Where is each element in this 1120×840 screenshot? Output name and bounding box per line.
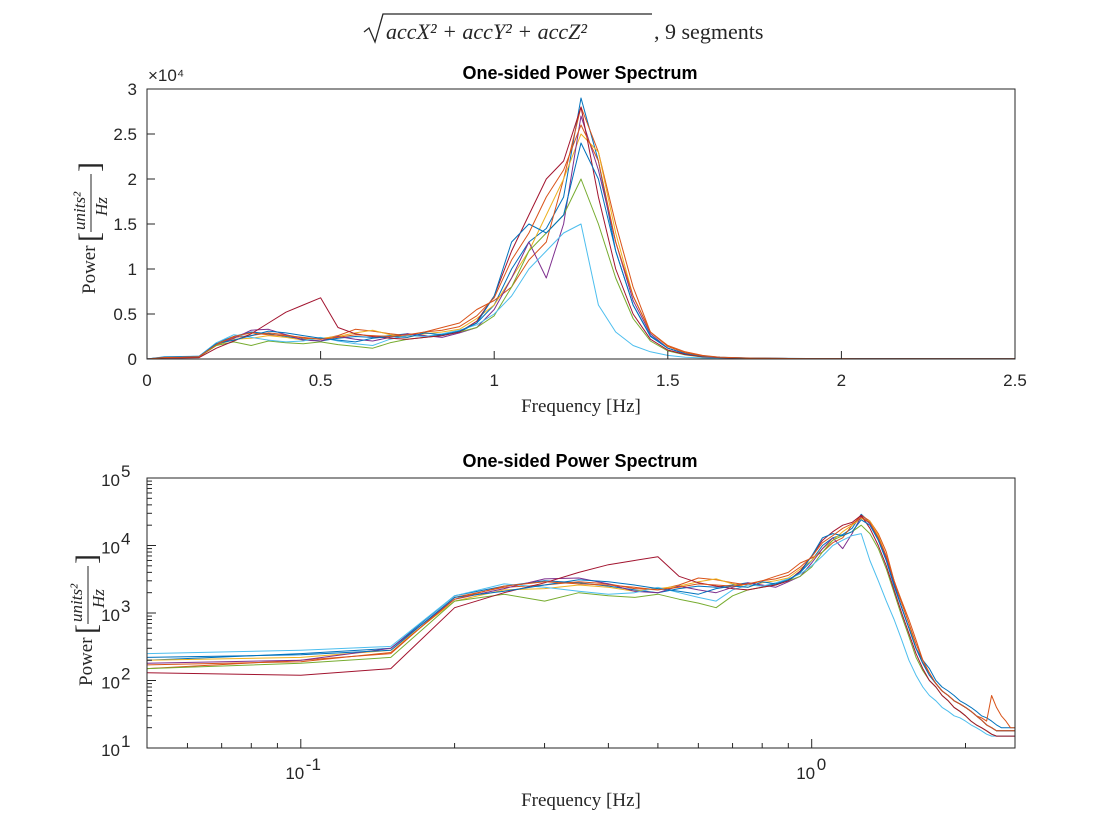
series-line-3	[146, 133, 1015, 360]
y-tick-label: 10	[101, 606, 120, 625]
top-y-exponent-label: ×10⁴	[148, 66, 184, 85]
y-tick-exponent: 2	[121, 665, 130, 684]
x-tick-label: 1.5	[656, 371, 680, 390]
y-tick-label: 2.5	[113, 125, 137, 144]
series-line-4	[146, 115, 1015, 360]
y-tick-label: 1	[128, 260, 137, 279]
x-tick-label: 2.5	[1003, 371, 1027, 390]
y-tick-label: 10	[101, 674, 120, 693]
y-tick-label: 3	[128, 80, 137, 99]
top-y-label-bracket-open: [	[73, 232, 106, 242]
top-y-label-bracket-close: ]	[73, 162, 106, 172]
y-tick-exponent: 1	[121, 732, 130, 751]
x-tick-label: 2	[837, 371, 846, 390]
y-tick-label: 10	[101, 539, 120, 558]
series-line-9	[146, 517, 1015, 732]
top-plot-area	[146, 97, 1015, 360]
sqrt-radical-icon	[363, 13, 652, 44]
top-y-axis-label: Power [ units² Hz ]	[70, 162, 111, 294]
y-tick-label: 10	[101, 471, 120, 490]
y-tick-exponent: 3	[121, 597, 130, 616]
top-subplot-title: One-sided Power Spectrum	[462, 63, 697, 83]
series-line-8	[146, 142, 1015, 360]
figure-suptitle: accX² + accY² + accZ² , 9 segments	[363, 13, 763, 44]
bottom-y-label-bracket-close: ]	[70, 554, 103, 564]
x-tick-label: 10	[796, 764, 815, 783]
series-line-6	[146, 223, 1015, 360]
series-line-2	[146, 514, 1015, 729]
bottom-x-axis-label: Frequency [Hz]	[521, 790, 641, 811]
top-subplot: One-sided Power Spectrum ×10⁴ 0 0.5 1 1.5 2 2…	[70, 63, 1027, 417]
top-axes-frame	[146, 88, 1016, 360]
series-line-6	[146, 533, 1015, 737]
x-tick-label: 0.5	[309, 371, 333, 390]
bottom-axes-frame	[146, 477, 1016, 749]
x-tick-label: 0	[142, 371, 151, 390]
y-tick-label: 10	[101, 741, 120, 760]
bottom-plot-area	[146, 513, 1015, 737]
bottom-y-label-unit-num: units²	[67, 583, 86, 622]
suptitle-suffix: , 9 segments	[654, 19, 763, 44]
y-tick-label: 2	[128, 170, 137, 189]
x-tick-label: 1	[489, 371, 498, 390]
y-tick-exponent: 4	[121, 530, 130, 549]
bottom-subplot-title: One-sided Power Spectrum	[462, 451, 697, 471]
x-tick-label: 10	[285, 764, 304, 783]
x-tick-exponent: 0	[817, 755, 826, 774]
top-y-label-unit-num: units²	[70, 191, 89, 230]
series-line-7	[146, 514, 1015, 737]
top-axis-ticks: 0 0.5 1 1.5 2 2.5 0 0.5 1 1.5 2 2.5 3	[113, 80, 1026, 390]
bottom-y-label-bracket-open: [	[70, 624, 103, 634]
top-x-axis-label: Frequency [Hz]	[521, 396, 641, 417]
y-tick-label: 1.5	[113, 215, 137, 234]
series-line-1	[146, 97, 1015, 360]
top-y-label-prefix: Power	[79, 245, 100, 294]
suptitle-sqrt-body: accX² + accY² + accZ²	[386, 19, 587, 44]
y-tick-label: 0.5	[113, 305, 137, 324]
series-line-3	[146, 518, 1015, 732]
top-y-label-unit-den: Hz	[92, 197, 111, 217]
series-line-9	[146, 124, 1015, 360]
y-tick-label: 0	[128, 350, 137, 369]
bottom-y-label-unit-den: Hz	[89, 589, 108, 609]
y-tick-exponent: 5	[121, 462, 130, 481]
bottom-y-axis-label: Power [ units² Hz ]	[67, 554, 108, 686]
series-line-1	[146, 513, 1015, 729]
bottom-y-label-prefix: Power	[76, 637, 97, 686]
x-tick-exponent: -1	[306, 755, 321, 774]
